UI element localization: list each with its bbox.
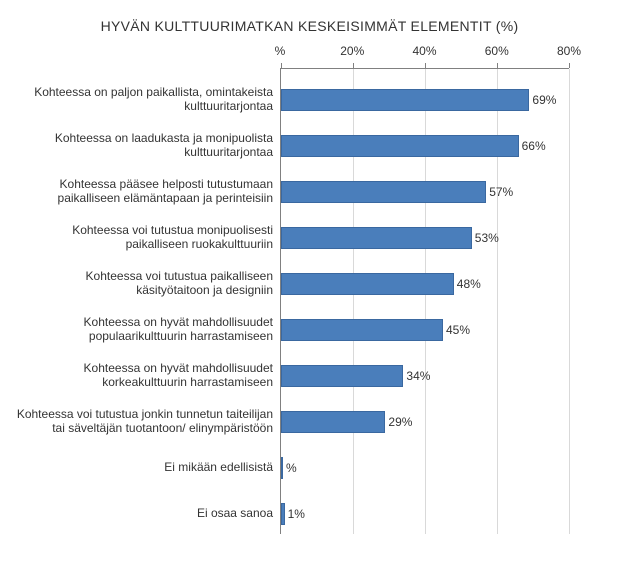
bar-category-label: Kohteessa voi tutustua monipuolisesti pa… (11, 224, 281, 252)
bar: % (281, 457, 283, 479)
axis-tick (569, 63, 570, 68)
bar: 48% (281, 273, 454, 295)
bar: 45% (281, 319, 443, 341)
bar: 1% (281, 503, 285, 525)
bar-row: Ei mikään edellisistä% (281, 445, 569, 491)
x-axis-tick-label: 80% (557, 44, 581, 58)
bar-category-label: Kohteessa voi tutustua jonkin tunnetun t… (11, 408, 281, 436)
bar-row: Kohteessa on hyvät mahdollisuudet korkea… (281, 353, 569, 399)
bar-value-label: 29% (384, 415, 412, 429)
grid-line (569, 69, 570, 534)
plot-area: Kohteessa on paljon paikallista, omintak… (280, 68, 569, 534)
bar: 66% (281, 135, 519, 157)
bar-category-label: Ei mikään edellisistä (11, 461, 281, 475)
chart-area: %20%40%60%80% Kohteessa on paljon paikal… (280, 44, 569, 534)
bar: 69% (281, 89, 529, 111)
x-axis-tick-label: 20% (340, 44, 364, 58)
bar-row: Kohteessa voi tutustua paikalliseen käsi… (281, 261, 569, 307)
bar-category-label: Kohteessa pääsee helposti tutustumaan pa… (11, 178, 281, 206)
axis-tick (281, 63, 282, 68)
bar-value-label: 1% (284, 507, 305, 521)
bar-category-label: Kohteessa on hyvät mahdollisuudet popula… (11, 316, 281, 344)
bar: 29% (281, 411, 385, 433)
bar-value-label: 57% (485, 185, 513, 199)
bar: 53% (281, 227, 472, 249)
bar-value-label: 45% (442, 323, 470, 337)
bar-value-label: 48% (453, 277, 481, 291)
bar: 34% (281, 365, 403, 387)
bar-value-label: % (282, 461, 297, 475)
bar-category-label: Ei osaa sanoa (11, 507, 281, 521)
bar-row: Kohteessa on hyvät mahdollisuudet popula… (281, 307, 569, 353)
bar-value-label: 66% (518, 139, 546, 153)
x-axis-tick-label: 40% (412, 44, 436, 58)
bar-row: Kohteessa on paljon paikallista, omintak… (281, 77, 569, 123)
bar-category-label: Kohteessa on laadukasta ja monipuolista … (11, 132, 281, 160)
x-axis-tick-label: 60% (485, 44, 509, 58)
bar-row: Kohteessa on laadukasta ja monipuolista … (281, 123, 569, 169)
bar-row: Kohteessa voi tutustua monipuolisesti pa… (281, 215, 569, 261)
x-axis-tick-label: % (275, 44, 286, 58)
bar-value-label: 69% (528, 93, 556, 107)
chart-title: HYVÄN KULTTUURIMATKAN KESKEISIMMÄT ELEME… (0, 0, 619, 44)
axis-tick (353, 63, 354, 68)
bar-category-label: Kohteessa on paljon paikallista, omintak… (11, 86, 281, 114)
bar-row: Kohteessa voi tutustua jonkin tunnetun t… (281, 399, 569, 445)
axis-tick (425, 63, 426, 68)
bar-category-label: Kohteessa on hyvät mahdollisuudet korkea… (11, 362, 281, 390)
bar-row: Kohteessa pääsee helposti tutustumaan pa… (281, 169, 569, 215)
bar-value-label: 53% (471, 231, 499, 245)
axis-tick (497, 63, 498, 68)
bar: 57% (281, 181, 486, 203)
bar-value-label: 34% (402, 369, 430, 383)
bar-category-label: Kohteessa voi tutustua paikalliseen käsi… (11, 270, 281, 298)
bar-row: Ei osaa sanoa1% (281, 491, 569, 537)
